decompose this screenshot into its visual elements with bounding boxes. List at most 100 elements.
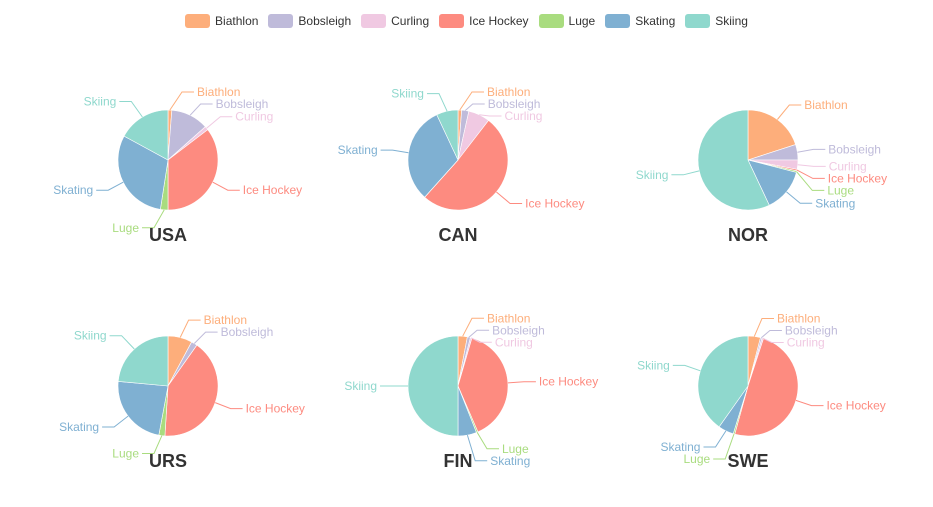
label-line-can-skating [380,149,409,154]
slice-label-usa-bobsleigh: Bobsleigh [216,97,269,111]
pie-slice-usa-skiing[interactable] [123,109,169,161]
slice-label-can-curling: Curling [504,109,542,123]
pie-title-nor: NOR [728,225,768,245]
slice-label-nor-skating: Skating [815,196,855,210]
slice-label-can-bobsleigh: Bobsleigh [488,97,541,111]
slice-label-can-ice-hockey: Ice Hockey [525,196,584,210]
slice-label-usa-biathlon: Biathlon [197,85,240,99]
legend-label-skiing: Skiing [715,14,748,28]
legend-item-curling[interactable]: Curling [361,14,429,28]
legend-swatch-skiing [685,14,711,28]
label-line-nor-luge [796,171,825,191]
label-line-fin-curling [470,337,492,343]
legend-item-ice-hockey[interactable]: Ice Hockey [439,14,529,28]
label-line-nor-bobsleigh [797,148,826,153]
slice-label-swe-curling: Curling [787,336,825,350]
legend-item-skiing[interactable]: Skiing [685,14,748,28]
legend-label-bobsleigh: Bobsleigh [298,14,352,28]
legend-label-curling: Curling [391,14,430,28]
slice-label-fin-biathlon: Biathlon [487,311,530,325]
label-line-fin-ice-hockey [507,381,536,384]
label-line-can-ice-hockey [496,191,523,204]
label-line-usa-skating [96,181,124,191]
slice-label-swe-ice-hockey: Ice Hockey [826,399,885,413]
pie-title-urs: URS [149,451,187,471]
legend-swatch-curling [361,14,387,28]
legend-label-ice-hockey: Ice Hockey [469,14,529,28]
slice-label-usa-curling: Curling [235,110,273,124]
slice-label-fin-luge: Luge [502,442,529,456]
label-line-fin-skating [466,434,488,462]
pie-title-usa: USA [149,225,187,245]
pie-slice-nor-skiing[interactable] [697,109,770,211]
pie-slice-urs-ice-hockey[interactable] [164,344,219,437]
label-line-swe-curling [762,337,784,343]
pie-slice-urs-skating[interactable] [117,381,169,436]
slice-label-fin-curling: Curling [495,335,533,349]
label-line-urs-skiing [109,335,135,350]
pie-title-can: CAN [439,225,478,245]
pie-slice-usa-skating[interactable] [117,135,169,210]
label-line-nor-skiing [671,170,700,176]
label-line-nor-biathlon [777,104,802,120]
slice-label-nor-biathlon: Biathlon [804,98,847,112]
pie-slice-can-skiing[interactable] [436,109,459,161]
label-line-urs-biathlon [179,319,201,338]
pie-slice-usa-ice-hockey[interactable] [167,129,219,211]
label-line-swe-skiing [672,364,701,372]
label-line-nor-ice-hockey [796,169,825,179]
legend-label-biathlon: Biathlon [215,14,259,28]
slice-label-fin-skiing: Skiing [344,379,377,393]
slice-label-swe-luge: Luge [683,452,710,466]
legend-label-luge: Luge [568,14,596,28]
pie-slice-swe-ice-hockey[interactable] [734,338,799,437]
label-line-nor-curling [797,164,826,167]
pie-slice-nor-biathlon[interactable] [747,109,796,161]
pie-title-fin: FIN [444,451,473,471]
legend-item-skating[interactable]: Skating [605,14,675,28]
label-line-usa-ice-hockey [212,181,240,191]
label-line-usa-skiing [119,101,143,118]
slice-label-swe-biathlon: Biathlon [777,312,820,326]
legend-swatch-ice-hockey [439,14,465,28]
legend: Biathlon Bobsleigh Curling Ice Hockey Luge Sk… [0,14,933,28]
legend-item-bobsleigh[interactable]: Bobsleigh [268,14,351,28]
slice-label-can-biathlon: Biathlon [487,85,530,99]
pie-slice-can-skating[interactable] [407,114,459,198]
slice-label-swe-skating: Skating [660,440,700,454]
slice-label-urs-biathlon: Biathlon [204,313,247,327]
slice-label-can-skating: Skating [338,143,378,157]
slice-label-urs-skiing: Skiing [74,329,107,343]
pie-slice-fin-ice-hockey[interactable] [457,337,509,433]
label-line-swe-ice-hockey [795,399,824,407]
slice-label-swe-bobsleigh: Bobsleigh [785,324,838,338]
label-line-can-curling [479,114,502,117]
pie-slice-urs-skiing[interactable] [117,335,169,387]
label-line-urs-luge [142,435,163,454]
slice-label-nor-bobsleigh: Bobsleigh [828,142,881,156]
legend-item-luge[interactable]: Luge [538,14,596,28]
slice-label-usa-skiing: Skiing [84,95,117,109]
slice-label-fin-ice-hockey: Ice Hockey [539,375,598,389]
label-line-usa-curling [206,116,233,129]
label-line-usa-bobsleigh [189,103,213,116]
label-line-urs-bobsleigh [193,331,218,344]
legend-swatch-skating [605,14,631,28]
slice-label-usa-luge: Luge [112,221,139,235]
legend-label-skating: Skating [635,14,676,28]
pie-slice-fin-skiing[interactable] [407,335,459,437]
slice-label-nor-skiing: Skiing [636,168,669,182]
slice-label-can-skiing: Skiing [391,87,424,101]
label-line-urs-skating [102,415,129,428]
label-line-urs-ice-hockey [215,402,243,410]
slice-label-usa-ice-hockey: Ice Hockey [243,183,302,197]
label-line-can-biathlon [459,91,484,111]
pie-title-swe: SWE [727,451,768,471]
legend-item-biathlon[interactable]: Biathlon [185,14,258,28]
slice-label-urs-luge: Luge [112,446,139,460]
